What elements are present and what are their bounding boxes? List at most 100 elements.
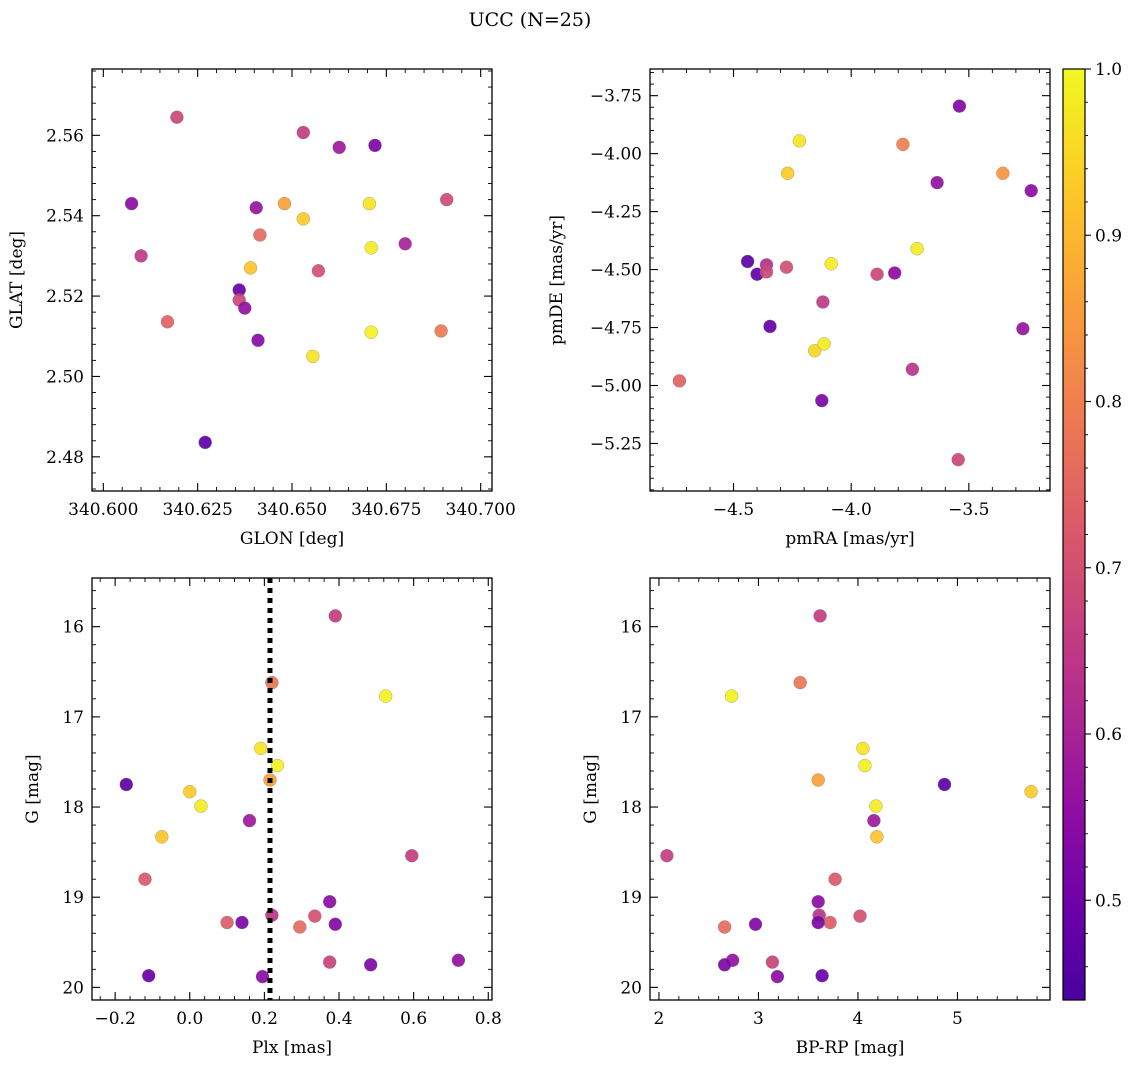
scatter-point	[124, 196, 139, 211]
panel-bprp-g: 2 3 4 5 16 17 18 19 20 BP-RP [mag] G [mag]	[581, 577, 1051, 1058]
x-axis-label: BP-RP [mag]	[796, 1038, 905, 1058]
x-tick-label: 5	[952, 1009, 963, 1029]
y-tick-label: 2.54	[46, 207, 84, 227]
scatter-point	[937, 777, 952, 792]
scatter-point	[332, 140, 346, 155]
scatter-point	[253, 228, 267, 242]
x-tick-label: 340.675	[351, 500, 421, 520]
panel-pmra-pmde: −4.5 −4.0 −3.5 −5.25 −5.00 −4.75 −4.50 −4.25 −4.…	[547, 68, 1051, 549]
scatter-point	[439, 192, 454, 207]
y-tick-label: −4.00	[590, 145, 642, 165]
colorbar-tick-label: 0.9	[1095, 226, 1122, 246]
scatter-point	[322, 894, 337, 909]
scatter-point	[740, 254, 755, 269]
scatter-point	[780, 166, 795, 181]
axes-frame	[91, 577, 493, 1001]
scatter-point	[451, 953, 466, 968]
scatter-point	[952, 99, 967, 113]
scatter-point	[896, 137, 910, 152]
y-tick-label: 18	[620, 798, 642, 818]
x-tick-label: 340.625	[163, 500, 233, 520]
scatter-point	[1016, 321, 1030, 336]
y-tick-label: 2.48	[46, 448, 84, 468]
scatter-point	[828, 872, 842, 886]
scatter-point	[378, 689, 393, 703]
scatter-point	[1024, 183, 1038, 198]
x-tick-label: 0.6	[400, 1009, 427, 1029]
scatter-point	[815, 393, 829, 408]
scatter-point	[816, 295, 830, 309]
scatter-point	[138, 872, 152, 886]
x-tick-label: −4.0	[831, 500, 872, 520]
y-tick-label: 20	[62, 978, 84, 998]
y-axis-label: G [mag]	[23, 754, 43, 823]
x-tick-label: 340.700	[446, 500, 516, 520]
scatter-point	[779, 260, 794, 274]
scatter-point	[817, 337, 831, 351]
x-tick-label: 2	[654, 1009, 665, 1029]
scatter-point	[724, 689, 739, 703]
y-tick-label: 2.56	[46, 126, 84, 146]
axes-frame	[649, 68, 1051, 492]
scatter-point	[328, 609, 343, 623]
scatter-point	[270, 758, 285, 773]
x-axis-label: GLON [deg]	[240, 529, 344, 549]
y-tick-label: −5.25	[590, 434, 642, 454]
scatter-point	[243, 261, 258, 275]
scatter-point	[364, 325, 378, 339]
axes-frame	[91, 68, 493, 492]
x-tick-label: −4.5	[713, 500, 754, 520]
x-tick-label: 340.600	[68, 500, 138, 520]
scatter-point	[870, 267, 884, 281]
scatter-point	[141, 968, 156, 983]
y-tick-label: 19	[62, 888, 84, 908]
colorbar-gradient	[1062, 68, 1086, 1001]
scatter-point	[194, 799, 208, 813]
scatter-point	[119, 777, 134, 792]
scatter-point	[249, 200, 263, 215]
scatter-point	[311, 264, 326, 278]
scatter-point	[905, 362, 920, 377]
scatter-point	[364, 241, 378, 255]
y-tick-label: −4.25	[590, 203, 642, 223]
x-tick-label: 0.0	[176, 1009, 203, 1029]
scatter-point	[198, 435, 212, 450]
panel-plx-g: −0.2 0.0 0.2 0.4 0.6 0.8 16 17 18 19 20 Plx [mas] G …	[23, 577, 502, 1058]
y-tick-label: −4.50	[590, 261, 642, 281]
y-tick-label: −3.75	[590, 87, 642, 107]
x-tick-label: 0.4	[325, 1009, 352, 1029]
scatter-point	[887, 266, 902, 280]
scatter-point	[363, 958, 378, 972]
scatter-point	[251, 333, 265, 348]
scatter-point	[856, 741, 870, 756]
y-tick-label: 17	[620, 708, 642, 728]
colorbar-tick-label: 0.5	[1095, 891, 1122, 911]
y-tick-label: −4.75	[590, 319, 642, 339]
scatter-point	[277, 196, 292, 211]
x-tick-label: 0.2	[251, 1009, 278, 1029]
y-tick-label: 17	[62, 708, 84, 728]
colorbar-tick-label: 0.8	[1095, 393, 1122, 413]
points	[124, 110, 454, 450]
y-axis-label: GLAT [deg]	[7, 231, 27, 329]
scatter-point	[134, 249, 148, 263]
scatter-point	[793, 675, 807, 690]
y-tick-label: 16	[62, 618, 84, 638]
scatter-point	[765, 955, 780, 969]
scatter-point	[951, 452, 965, 467]
scatter-point	[170, 110, 184, 124]
x-tick-label: 3	[753, 1009, 764, 1029]
scatter-point	[322, 955, 337, 969]
y-axis-label: G [mag]	[581, 754, 601, 823]
scatter-point	[328, 917, 343, 932]
scatter-point	[811, 773, 825, 787]
y-tick-label: 16	[620, 618, 642, 638]
scatter-point	[242, 813, 257, 828]
scatter-point	[368, 138, 382, 153]
scatter-point	[717, 958, 732, 972]
scatter-point	[160, 315, 175, 329]
scatter-point	[763, 319, 777, 334]
panels: 340.600 340.625 340.650 340.675 340.7002.482…	[7, 68, 1051, 1058]
x-tick-label: −0.2	[94, 1009, 135, 1029]
